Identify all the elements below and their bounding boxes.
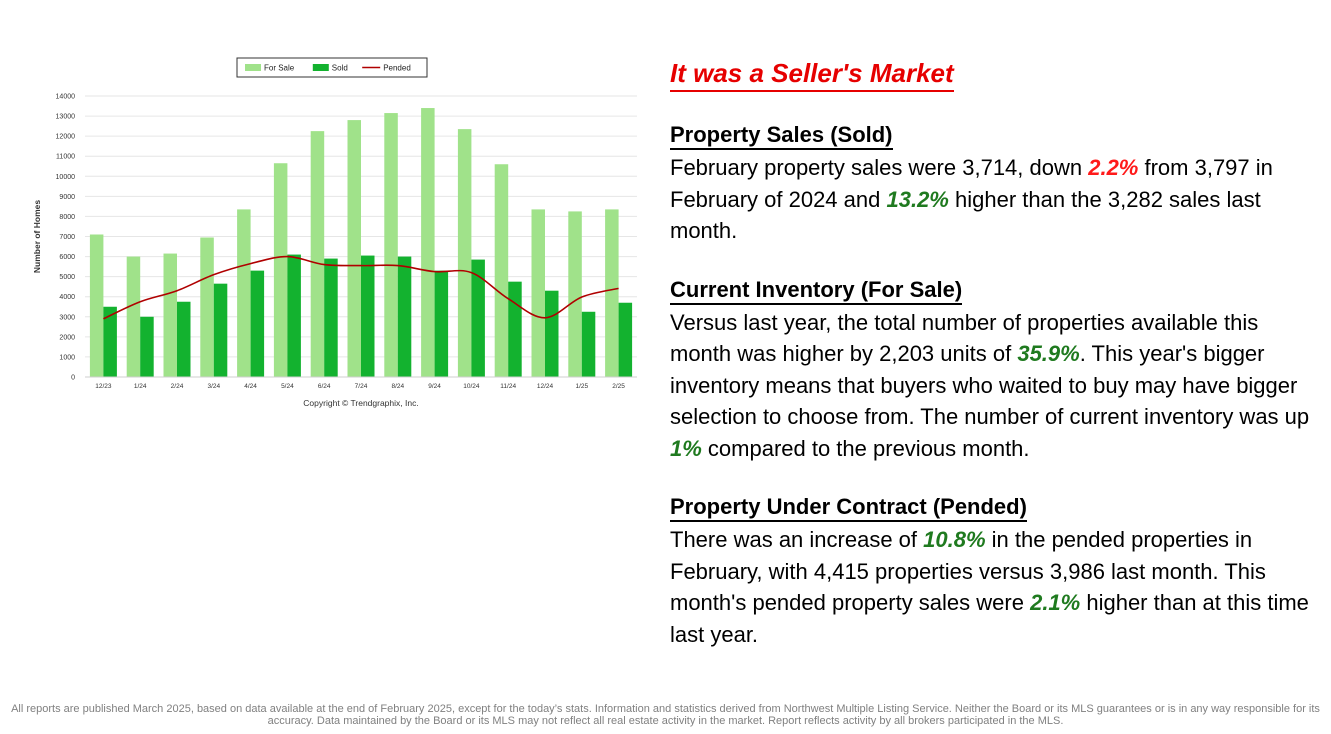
legend-box: [236, 57, 428, 78]
x-tick-label: 12/23: [95, 383, 112, 390]
text-run: from 3,797 in February of 2024 and: [670, 155, 1273, 212]
highlight-up: 35.9%: [1017, 341, 1080, 366]
bar-sold: [287, 254, 301, 377]
text-run: February property sales were 3,714, down: [670, 155, 1089, 180]
y-tick-label: 4000: [59, 294, 75, 301]
section-sold: Property Sales (Sold) February property …: [670, 122, 1320, 247]
bar-sold: [177, 301, 191, 377]
bar-sold: [434, 270, 449, 377]
x-tick-label: 6/24: [318, 383, 331, 390]
bar-sold: [618, 302, 633, 377]
bar-for-sale: [457, 129, 472, 377]
text-run: in the pended properties in February, wi…: [670, 527, 1266, 615]
bar-sold: [324, 258, 338, 377]
x-tick-label: 5/24: [281, 383, 294, 390]
market-chart: 0 1000 2000 3000 4000 5000 6000 7000 8000 9000 100…: [20, 50, 650, 420]
text-run: . This year's bigger inventory means tha…: [670, 341, 1310, 429]
bar-sold: [581, 311, 596, 377]
x-tick-label: 4/24: [244, 383, 257, 390]
section-title-pended: Property Under Contract (Pended): [670, 494, 1027, 522]
y-tick-label: 13000: [56, 114, 76, 121]
x-tick-label: 1/24: [134, 383, 147, 390]
disclaimer-footer: All reports are published March 2025, ba…: [11, 703, 1320, 727]
y-tick-label: 7000: [59, 234, 75, 241]
bar-for-sale: [384, 113, 398, 377]
bar-for-sale: [421, 108, 435, 378]
highlight-down: 2.2%: [1088, 155, 1139, 180]
bar-for-sale: [200, 237, 214, 377]
bar-sold: [213, 283, 228, 377]
x-tick-label: 8/24: [391, 383, 404, 390]
y-tick-label: 3000: [59, 314, 75, 321]
y-tick-label: 9000: [59, 194, 75, 201]
section-body-for-sale: Versus last year, the total number of pr…: [670, 307, 1320, 465]
highlight-up: 2.1%: [1030, 590, 1081, 615]
bar-for-sale: [494, 164, 509, 377]
x-tick-label: 9/24: [428, 383, 441, 390]
y-tick-label: 5000: [59, 274, 75, 281]
y-tick-label: 10000: [56, 174, 76, 181]
bar-sold: [508, 281, 522, 377]
bar-for-sale: [89, 234, 104, 377]
y-tick-label: 1000: [59, 354, 75, 361]
y-tick-label: 6000: [59, 254, 75, 261]
bar-for-sale: [568, 211, 582, 377]
bar-for-sale: [273, 163, 288, 377]
x-tick-label: 7/24: [355, 383, 368, 390]
legend-label: Pended: [383, 64, 411, 73]
copyright-note: Copyright © Trendgraphix, Inc.: [303, 398, 418, 408]
text-run: higher than the 3,282 sales last month.: [670, 186, 1261, 244]
y-tick-label: 14000: [56, 94, 76, 101]
legend-swatch: [312, 64, 329, 71]
highlight-up: 10.8%: [923, 527, 986, 552]
y-axis-label: Number of Homes: [32, 200, 42, 273]
bar-for-sale: [605, 209, 619, 377]
section-for-sale: Current Inventory (For Sale) Versus last…: [670, 277, 1320, 465]
bar-sold: [250, 270, 265, 377]
section-body-pended: There was an increase of 10.8% in the pe…: [670, 524, 1320, 650]
headline: It was a Seller's Market: [670, 58, 954, 92]
text-run: compared to the previous month.: [701, 435, 1030, 461]
x-tick-label: 2/24: [171, 383, 184, 390]
y-tick-label: 0: [71, 375, 75, 382]
highlight-up: 1%: [670, 435, 702, 461]
bar-for-sale: [163, 253, 177, 377]
legend-label: Sold: [332, 64, 348, 73]
bar-for-sale: [531, 209, 545, 377]
section-pended: Property Under Contract (Pended) There w…: [670, 494, 1320, 650]
section-title-sold: Property Sales (Sold): [670, 122, 893, 150]
bar-sold: [397, 256, 412, 377]
y-tick-label: 8000: [59, 214, 75, 221]
x-tick-label: 10/24: [463, 383, 480, 390]
bar-line-chart: 0 1000 2000 3000 4000 5000 6000 7000 8000 9000 100…: [32, 57, 637, 408]
bar-for-sale: [347, 120, 361, 377]
x-tick-label: 1/25: [575, 383, 588, 390]
highlight-up: 13.2%: [886, 186, 949, 212]
section-body-sold: February property sales were 3,714, down…: [670, 152, 1320, 247]
bar-sold: [140, 316, 154, 377]
legend-swatch: [245, 64, 261, 71]
x-tick-label: 12/24: [537, 383, 554, 390]
line-pended: [103, 255, 619, 320]
x-tick-label: 11/24: [500, 383, 516, 390]
y-tick-label: 11000: [56, 154, 75, 161]
market-summary: It was a Seller's Market Property Sales …: [670, 58, 1320, 650]
y-tick-label: 12000: [56, 134, 76, 141]
bar-for-sale: [310, 131, 325, 377]
legend-label: For Sale: [264, 64, 295, 73]
text-run: higher than at this time last year.: [670, 590, 1309, 647]
section-title-for-sale: Current Inventory (For Sale): [670, 277, 963, 305]
x-tick-label: 3/24: [207, 383, 220, 390]
text-run: Versus last year, the total number of pr…: [670, 309, 1259, 367]
text-run: There was an increase of: [670, 527, 924, 552]
bar-sold: [471, 259, 485, 377]
y-tick-label: 2000: [59, 334, 75, 341]
x-tick-label: 2/25: [612, 383, 625, 390]
bar-sold: [361, 255, 375, 377]
bar-for-sale: [126, 256, 141, 377]
bar-for-sale: [237, 209, 251, 377]
bar-sold: [545, 290, 559, 377]
bar-sold: [103, 306, 117, 377]
